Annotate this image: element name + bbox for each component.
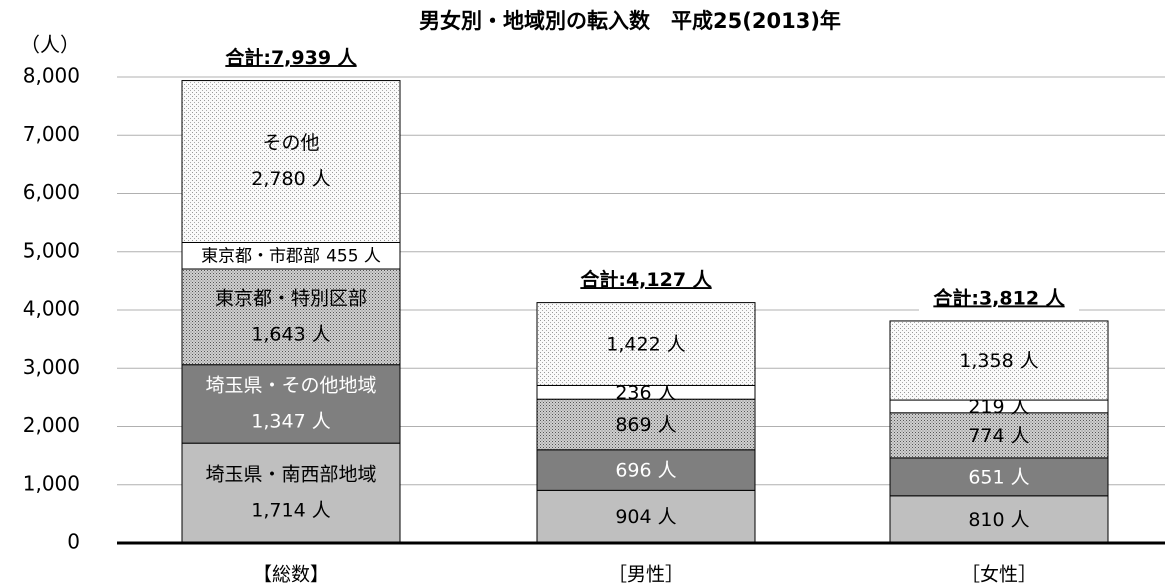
chart-title: 男女別・地域別の転入数 平成25(2013)年: [419, 9, 841, 33]
y-tick-label: 2,000: [23, 413, 80, 437]
y-tick-label: 3,000: [23, 355, 80, 379]
y-tick-label: 6,000: [23, 180, 80, 204]
value-label: 1,358 人: [959, 350, 1038, 372]
series-name: 東京都・特別区部: [215, 287, 367, 309]
series-name: 東京都・市郡部: [201, 247, 320, 267]
y-tick-label: 0: [67, 530, 80, 554]
bar-segment: [889, 320, 1109, 401]
value-label: 455 人: [326, 247, 381, 267]
bar-segment: [181, 241, 401, 270]
value-label: 810 人: [968, 509, 1029, 531]
total-label: 合計:4,127 人: [580, 268, 712, 291]
bar-segment: [181, 442, 401, 544]
value-label: 2,780 人: [251, 168, 330, 190]
y-tick-label: 5,000: [23, 238, 80, 262]
y-tick-label: 4,000: [23, 297, 80, 321]
value-label: 1,643 人: [251, 323, 330, 345]
value-label: 1,347 人: [251, 410, 330, 432]
bar-segment: [181, 80, 401, 243]
bar-segment: [536, 398, 756, 451]
value-label: 651 人: [968, 466, 1029, 488]
value-label: 1,422 人: [606, 334, 685, 356]
series-name: 埼玉県・南西部地域: [205, 464, 376, 486]
y-tick-label: 7,000: [23, 122, 80, 146]
series-name: 埼玉県・その他地域: [205, 374, 376, 396]
value-label: 904 人: [615, 506, 676, 528]
segment-label: 東京都・市郡部 455 人: [201, 247, 381, 267]
y-tick-label: 8,000: [23, 64, 80, 88]
y-tick-label: 1,000: [23, 471, 80, 495]
total-label-bg: [919, 285, 1079, 312]
x-tick-label: ［男性］: [608, 564, 684, 586]
y-axis-label: （人）: [20, 33, 80, 57]
total-label: 合計:3,812 人: [933, 286, 1065, 309]
total-label-bg: [211, 45, 371, 72]
bar-segment: [889, 457, 1109, 497]
x-tick-label: ［女性］: [961, 564, 1037, 586]
bar-segment: [536, 302, 756, 386]
value-label: 774 人: [968, 425, 1029, 447]
value-label: 1,714 人: [251, 500, 330, 522]
bar-segment: [889, 412, 1109, 459]
value-label: 236 人: [615, 382, 676, 404]
value-label: 869 人: [615, 414, 676, 436]
total-label-bg: [566, 267, 726, 294]
total-label: 合計:7,939 人: [225, 46, 357, 69]
value-label: 696 人: [615, 460, 676, 482]
bar-segment: [181, 268, 401, 366]
bar-segment: [889, 495, 1109, 544]
series-name: その他: [262, 132, 319, 154]
bar-segment: [181, 364, 401, 444]
value-label: 219 人: [968, 396, 1029, 418]
x-tick-label: 【総数】: [253, 564, 329, 586]
